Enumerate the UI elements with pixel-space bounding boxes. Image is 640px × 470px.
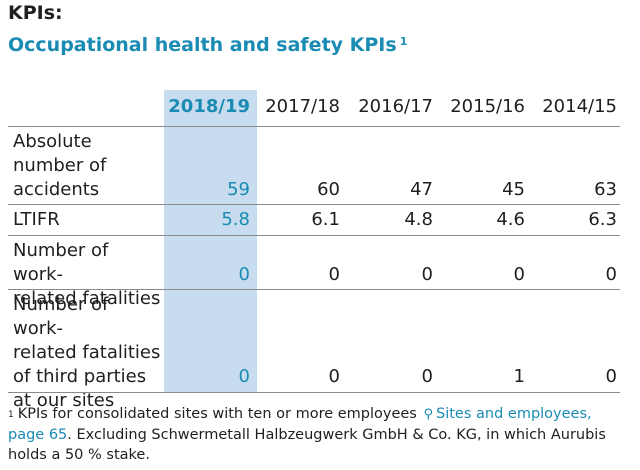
footnote-text-continued: . Excluding Schwermetall Halbzeugwerk Gm… bbox=[8, 427, 606, 463]
cell-value: 59 bbox=[227, 179, 250, 200]
cell-value: 1 bbox=[513, 366, 525, 387]
cell-value: 0 bbox=[238, 264, 250, 285]
row-label-line: number of bbox=[13, 155, 107, 176]
cell-value: 0 bbox=[605, 366, 617, 387]
sites-and-employees-link[interactable]: Sites and employees, page 65 bbox=[8, 406, 592, 443]
cell-value: 4.6 bbox=[496, 209, 525, 230]
cell-value: 0 bbox=[238, 366, 250, 387]
table-bottom-rule bbox=[8, 392, 620, 393]
column-header-2014-15: 2014/15 bbox=[542, 96, 617, 117]
row-label-line: Absolute bbox=[13, 131, 92, 152]
cell-value: 0 bbox=[421, 264, 433, 285]
cell-value: 45 bbox=[502, 179, 525, 200]
footnote-text: KPIs for consolidated sites with ten or … bbox=[17, 406, 417, 422]
cell-value: 63 bbox=[594, 179, 617, 200]
row-label-line: of third parties bbox=[13, 366, 147, 387]
row-label-line: at our sites bbox=[13, 390, 115, 411]
title-footnote-mark: 1 bbox=[399, 35, 408, 48]
row-label: Number of work- related fatalities bbox=[13, 239, 163, 311]
cell-value: 0 bbox=[421, 366, 433, 387]
table-header-row: 2018/19 2017/18 2016/17 2015/16 2014/15 bbox=[0, 90, 640, 126]
row-label: LTIFR bbox=[13, 208, 163, 232]
column-header-2017-18: 2017/18 bbox=[265, 96, 340, 117]
cell-value: 47 bbox=[410, 179, 433, 200]
row-label-line: Number of work- bbox=[13, 240, 109, 285]
cell-value: 5.8 bbox=[221, 209, 250, 230]
row-label: Absolute number of accidents bbox=[13, 130, 163, 202]
footnote: 1 KPIs for consolidated sites with ten or… bbox=[8, 404, 628, 465]
cell-value: 0 bbox=[513, 264, 525, 285]
cell-value: 60 bbox=[317, 179, 340, 200]
current-year-highlight bbox=[164, 90, 257, 393]
search-icon: ⚲ bbox=[423, 407, 434, 422]
cell-value: 0 bbox=[328, 264, 340, 285]
row-label-line: related fatalities bbox=[13, 342, 161, 363]
row-divider bbox=[8, 235, 620, 236]
title-text: Occupational health and safety KPIs bbox=[8, 34, 397, 56]
cell-value: 0 bbox=[605, 264, 617, 285]
cell-value: 4.8 bbox=[404, 209, 433, 230]
cell-value: 0 bbox=[328, 366, 340, 387]
page-title: Occupational health and safety KPIs 1 bbox=[8, 34, 407, 56]
cell-value: 6.3 bbox=[588, 209, 617, 230]
row-divider bbox=[8, 126, 620, 127]
row-label-line: accidents bbox=[13, 179, 100, 200]
section-label: KPIs: bbox=[8, 2, 63, 24]
footnote-mark: 1 bbox=[8, 410, 14, 420]
row-label-line: LTIFR bbox=[13, 209, 60, 230]
column-header-2015-16: 2015/16 bbox=[450, 96, 525, 117]
row-label-line: Number of work- bbox=[13, 294, 109, 339]
row-label: Number of work- related fatalities of th… bbox=[13, 293, 163, 413]
cell-value: 6.1 bbox=[311, 209, 340, 230]
row-divider bbox=[8, 204, 620, 205]
row-divider bbox=[8, 289, 620, 290]
column-header-2016-17: 2016/17 bbox=[358, 96, 433, 117]
row-label-line: related fatalities bbox=[13, 288, 161, 309]
column-header-2018-19: 2018/19 bbox=[168, 96, 250, 117]
